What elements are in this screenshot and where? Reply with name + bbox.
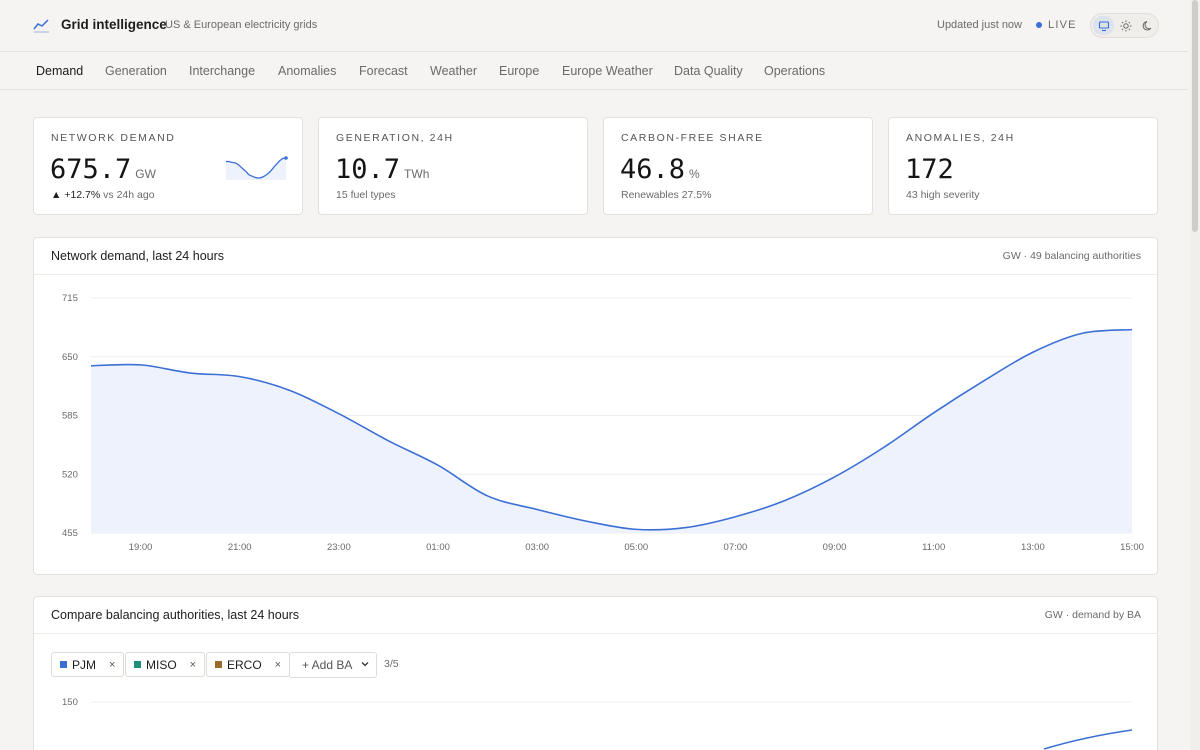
app-name[interactable]: Grid intelligence — [61, 17, 167, 32]
chevron-down-icon — [361, 662, 369, 667]
compare-panel: Compare balancing authorities, last 24 h… — [33, 596, 1158, 750]
remove-icon[interactable]: × — [109, 658, 116, 671]
y-tick-label: 455 — [62, 528, 78, 539]
kpi-sub: 43 high severity — [906, 189, 980, 201]
ba-count: 3/5 — [384, 658, 399, 670]
tab-demand[interactable]: Demand — [36, 64, 84, 78]
kpi-sub: 15 fuel types — [336, 189, 396, 201]
tab-europe-weather[interactable]: Europe Weather — [562, 64, 653, 78]
add-ba-select[interactable]: + Add BA — [289, 652, 377, 678]
x-tick-label: 05:00 — [624, 542, 648, 553]
chip-label: MISO — [146, 657, 177, 672]
add-ba-label: + Add BA — [302, 658, 353, 672]
scrollbar-thumb[interactable] — [1192, 0, 1198, 232]
x-tick-label: 03:00 — [525, 542, 549, 553]
remove-icon[interactable]: × — [274, 658, 282, 671]
sparkline-end-dot — [284, 156, 288, 160]
series-line-pjm — [1043, 729, 1133, 750]
kpi-card-network-demand: NETWORK DEMAND 675.7 GW ▲ +12.7% vs 24h a… — [33, 117, 303, 215]
kpi-card-anomalies: ANOMALIES, 24H 172 43 high severity — [888, 117, 1158, 215]
kpi-value: 10.7 TWh — [335, 154, 430, 185]
demand-chart: 715 650 585 520 455 19:00 21:00 23:00 01:00 03:00… — [62, 293, 1144, 553]
y-tick-label: 715 — [62, 293, 78, 304]
kpi-card-generation: GENERATION, 24H 10.7 TWh 15 fuel types — [318, 117, 588, 215]
tab-data-quality[interactable]: Data Quality — [674, 64, 743, 78]
kpi-value: 172 — [905, 154, 954, 185]
panel-meta: GW · 49 balancing authorities — [1002, 250, 1141, 262]
divider — [34, 274, 1157, 275]
tab-weather[interactable]: Weather — [430, 64, 478, 78]
x-tick-label: 13:00 — [1021, 542, 1045, 553]
x-tick-label: 23:00 — [327, 542, 351, 553]
panel-meta: GW · demand by BA — [1044, 609, 1141, 621]
compare-chart: 150 — [62, 697, 1133, 750]
tab-bar: Demand Generation Interchange Anomalies … — [0, 52, 1188, 90]
x-tick-label: 15:00 — [1120, 542, 1144, 553]
series-line-demand — [90, 328, 1133, 531]
tab-europe[interactable]: Europe — [499, 64, 540, 78]
x-tick-label: 09:00 — [823, 542, 847, 553]
x-tick-label: 01:00 — [426, 542, 450, 553]
x-tick-label: 19:00 — [129, 542, 153, 553]
y-tick-label: 150 — [62, 697, 78, 708]
kpi-value: 675.7 GW — [50, 154, 156, 185]
theme-light-button[interactable] — [1115, 16, 1136, 35]
x-tick-label: 07:00 — [724, 542, 748, 553]
swatch-icon — [60, 661, 67, 668]
live-badge: LIVE — [1048, 19, 1077, 31]
sparkline-line — [225, 157, 287, 179]
swatch-icon — [215, 661, 222, 668]
kpi-unit: GW — [135, 167, 156, 181]
kpi-sub: Renewables 27.5% — [621, 189, 712, 201]
kpi-label: ANOMALIES, 24H — [906, 132, 1015, 144]
up-arrow-icon: ▲ — [51, 189, 62, 201]
tab-generation[interactable]: Generation — [105, 64, 167, 78]
tab-forecast[interactable]: Forecast — [359, 64, 408, 78]
sparkline-fill — [226, 158, 286, 180]
theme-dark-button[interactable] — [1137, 16, 1158, 35]
monitor-icon — [1098, 20, 1109, 31]
x-tick-label: 21:00 — [228, 542, 252, 553]
kpi-unit: TWh — [404, 167, 430, 181]
trend-line-icon — [33, 19, 49, 33]
theme-switcher — [1090, 13, 1159, 38]
y-tick-label: 520 — [62, 469, 78, 480]
kpi-delta: ▲ +12.7% vs 24h ago — [51, 189, 155, 201]
area-fill — [91, 329, 1132, 533]
divider — [34, 633, 1157, 634]
ba-chip-miso: MISO × — [125, 652, 206, 677]
kpi-label: CARBON-FREE SHARE — [621, 132, 764, 144]
app-subtitle: US & European electricity grids — [165, 19, 318, 31]
chip-label: PJM — [72, 657, 96, 672]
tab-interchange[interactable]: Interchange — [189, 64, 256, 78]
ba-chip-erco: ERCO × — [206, 652, 291, 677]
moon-icon — [1142, 20, 1151, 30]
demand-chart-panel: Network demand, last 24 hours GW · 49 ba… — [33, 237, 1158, 575]
kpi-label: GENERATION, 24H — [336, 132, 454, 144]
updated-status: Updated just now — [937, 19, 1022, 31]
kpi-card-carbon-free: CARBON-FREE SHARE 46.8% Renewables 27.5% — [603, 117, 873, 215]
panel-title: Network demand, last 24 hours — [51, 249, 225, 263]
demand-sparkline — [225, 156, 288, 180]
live-dot-icon — [1036, 22, 1042, 28]
swatch-icon — [134, 661, 141, 668]
tab-anomalies[interactable]: Anomalies — [278, 64, 337, 78]
panel-title: Compare balancing authorities, last 24 h… — [51, 608, 300, 622]
x-tick-label: 11:00 — [922, 542, 945, 553]
y-tick-label: 650 — [62, 352, 78, 363]
y-tick-label: 585 — [62, 411, 78, 422]
page-scrollbar[interactable] — [1190, 0, 1200, 750]
kpi-unit: % — [689, 167, 700, 181]
top-header: Grid intelligence US & European electric… — [0, 0, 1188, 52]
kpi-label: NETWORK DEMAND — [51, 132, 176, 144]
remove-icon[interactable]: × — [189, 658, 197, 671]
tab-operations[interactable]: Operations — [764, 64, 826, 78]
chip-label: ERCO — [227, 657, 262, 672]
theme-system-button[interactable] — [1093, 16, 1114, 35]
kpi-value: 46.8% — [620, 154, 700, 185]
sun-icon — [1120, 20, 1131, 31]
ba-chip-pjm: PJM × — [51, 652, 125, 677]
